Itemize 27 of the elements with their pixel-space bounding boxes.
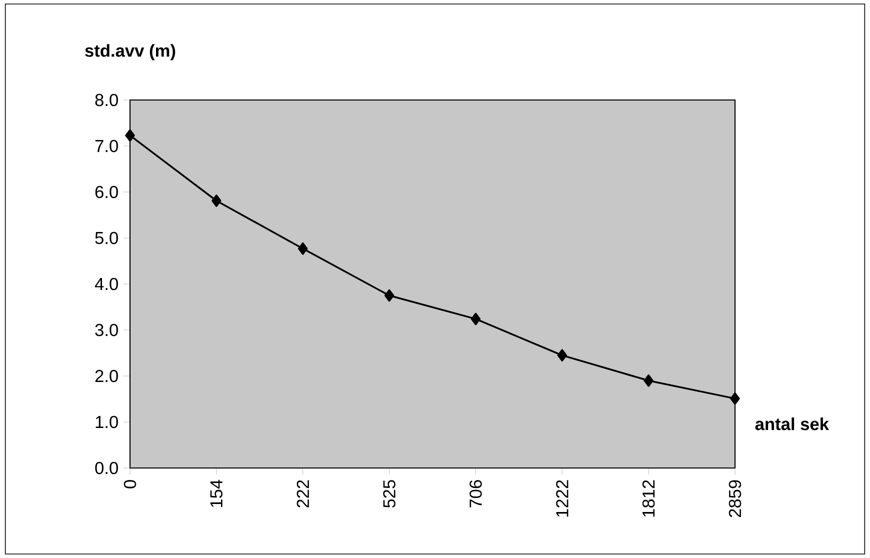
y-tick-label: 3.0: [95, 324, 118, 336]
y-tick-label: 1.0: [96, 416, 118, 428]
y-tick-label: 6.0: [95, 186, 118, 198]
y-tick-label: 8.0: [95, 94, 118, 106]
x-tick-label: 706: [470, 480, 482, 508]
x-tick-label: 0: [124, 480, 136, 488]
x-tick-label: 154: [210, 480, 222, 507]
point: [644, 374, 654, 387]
x-tick-label: 1812: [642, 480, 655, 517]
y-tick-label: 7.0: [95, 140, 118, 152]
x-tick-label: 2859: [728, 480, 742, 518]
point: [212, 194, 222, 207]
point: [384, 289, 394, 302]
point: [125, 129, 135, 142]
point: [298, 242, 308, 255]
x-tick-label: 525: [383, 480, 396, 508]
y-tick-label: 5.0: [95, 232, 118, 244]
y-tick-label: 2.0: [95, 370, 118, 382]
point: [730, 392, 740, 405]
point: [557, 349, 568, 362]
x-tick-label: 1222: [556, 480, 568, 517]
x-tick-label: 222: [296, 480, 309, 508]
y-tick-label: 4.0: [94, 278, 118, 290]
y-tick-label: 0.0: [95, 462, 118, 474]
x-axis-title: antal sek: [755, 417, 830, 430]
y-axis-title: std.avv (m): [85, 44, 176, 60]
point: [470, 312, 481, 326]
